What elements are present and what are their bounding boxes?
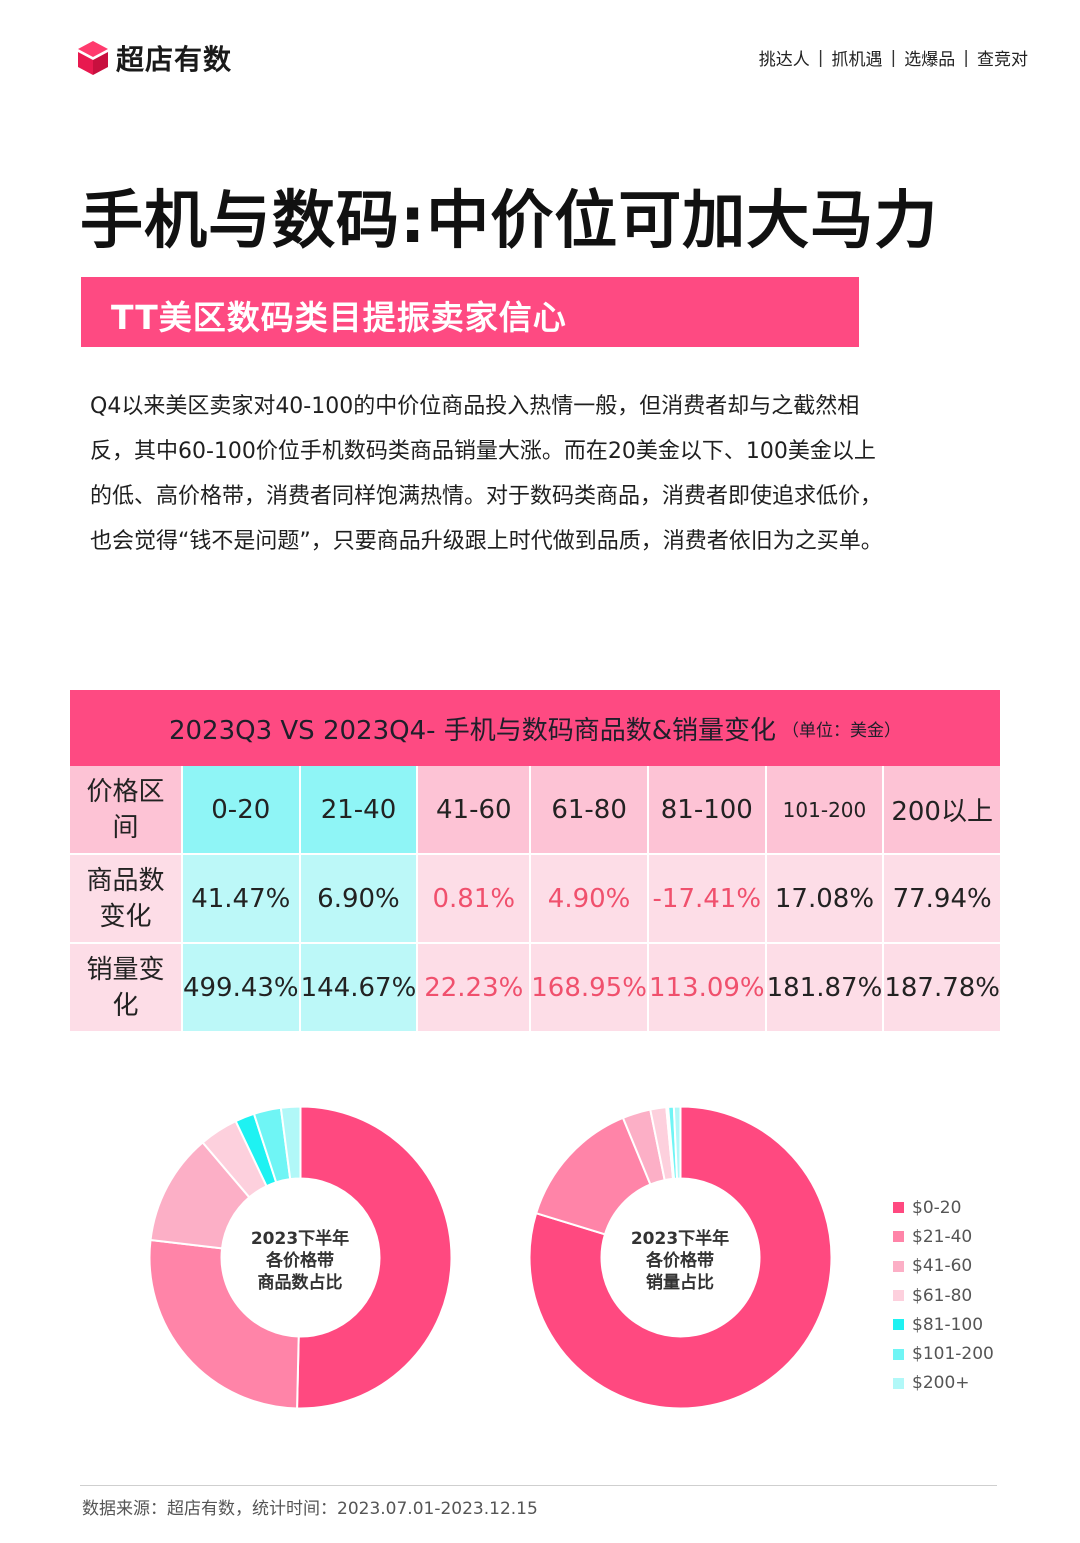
legend-swatch (893, 1290, 904, 1302)
table-header-cell: 200以上 (884, 766, 1000, 853)
donut-center-label-sales: 2023下半年 各价格带 销量占比 (605, 1228, 755, 1294)
nav-divider: | (963, 47, 969, 68)
brand-logo-icon (78, 41, 108, 75)
donut-label-line: 各价格带 (646, 1251, 714, 1271)
page-title: 手机与数码:中价位可加大马力 (80, 184, 939, 257)
table-row-label: 销量变化 (70, 944, 181, 1031)
legend-swatch (893, 1231, 904, 1243)
donut-label-line: 商品数占比 (257, 1273, 343, 1293)
data-source-footer: 数据来源：超店有数，统计时间：2023.07.01-2023.12.15 (82, 1499, 538, 1519)
chart-legend: $0-20 $21-40 $41-60 $61-80 $81-100 $101-… (893, 1193, 994, 1398)
paragraph-line: Q4以来美区卖家对40-100的中价位商品投入热情一般，但消费者却与之截然相 (90, 394, 860, 419)
footer-divider (80, 1485, 997, 1486)
table-title: 2023Q3 VS 2023Q4- 手机与数码商品数&销量变化 (168, 715, 777, 746)
paragraph-line: 的低、高价格带，消费者同样饱满热情。对于数码类商品，消费者即使追求低价， (90, 484, 883, 509)
legend-item: $41-60 (893, 1252, 994, 1281)
nav-item-competitors[interactable]: 查竞对 (977, 50, 1028, 70)
paragraph-line: 也会觉得“钱不是问题”，只要商品升级跟上时代做到品质，消费者依旧为之买单。 (90, 529, 883, 554)
table-cell: 113.09% (648, 944, 765, 1031)
donut-slice (296, 1105, 453, 1410)
top-nav: 挑达人 | 抓机遇 | 选爆品 | 查竞对 (758, 45, 1028, 71)
nav-divider: | (890, 47, 897, 68)
brand-logo[interactable]: 超店有数 (76, 38, 232, 78)
intro-paragraph: Q4以来美区卖家对40-100的中价位商品投入热情一般，但消费者却与之截然相 反… (90, 384, 995, 564)
table-row-label: 价格区间 (70, 766, 181, 853)
table-cell: 144.67% (300, 944, 417, 1031)
legend-label: $101-200 (912, 1344, 994, 1365)
donut-chart-sales (528, 1105, 833, 1410)
donut-slice (528, 1105, 833, 1410)
subtitle-banner: TT美区数码类目提振卖家信心 (81, 277, 859, 347)
legend-swatch (893, 1377, 904, 1389)
legend-label: $61-80 (912, 1285, 973, 1306)
legend-item: $101-200 (893, 1339, 994, 1368)
donut-chart-product-count (148, 1105, 453, 1410)
legend-label: $21-40 (912, 1226, 973, 1247)
comparison-table: 2023Q3 VS 2023Q4- 手机与数码商品数&销量变化 （单位：美金） … (70, 690, 1000, 1031)
nav-item-talent[interactable]: 挑达人 (758, 50, 810, 70)
table-header-cell: 61-80 (531, 766, 647, 853)
table-header-cell: 0-20 (182, 766, 299, 853)
header: 超店有数 挑达人 | 抓机遇 | 选爆品 | 查竞对 (0, 0, 1080, 110)
table-cell: -17.41% (648, 855, 765, 942)
donut-center-label-product-count: 2023下半年 各价格带 商品数占比 (225, 1228, 375, 1294)
table-header-cell: 21-40 (300, 766, 417, 853)
donut-label-line: 2023下半年 (250, 1229, 350, 1249)
subtitle-text: TT美区数码类目提振卖家信心 (111, 298, 567, 337)
legend-label: $41-60 (912, 1256, 973, 1277)
table-cell: 168.95% (531, 944, 647, 1031)
table-row-label: 商品数变化 (70, 855, 181, 942)
table-cell: 181.87% (766, 944, 883, 1031)
donut-label-line: 销量占比 (646, 1273, 714, 1293)
legend-item: $61-80 (893, 1281, 994, 1310)
legend-item: $0-20 (893, 1193, 994, 1222)
nav-divider: | (817, 47, 824, 68)
table-header-cell: 41-60 (418, 766, 530, 853)
table-header-bar: 2023Q3 VS 2023Q4- 手机与数码商品数&销量变化 （单位：美金） (70, 690, 1000, 766)
legend-item: $21-40 (893, 1222, 994, 1251)
table-cell: 41.47% (182, 855, 299, 942)
table-cell: 499.43% (182, 944, 299, 1031)
table-cell: 6.90% (300, 855, 417, 942)
legend-swatch (893, 1348, 904, 1360)
brand-name: 超店有数 (116, 43, 233, 76)
table-grid: 价格区间 0-20 21-40 41-60 61-80 81-100 101-2… (70, 766, 1000, 1031)
legend-label: $0-20 (912, 1197, 962, 1218)
table-cell: 77.94% (884, 855, 1000, 942)
table-unit: （单位：美金） (782, 720, 902, 741)
legend-swatch (893, 1319, 904, 1331)
table-cell: 17.08% (766, 855, 883, 942)
table-header-cell: 81-100 (648, 766, 765, 853)
legend-item: $200+ (893, 1369, 994, 1398)
legend-label: $200+ (912, 1373, 970, 1394)
legend-item: $81-100 (893, 1310, 994, 1339)
table-cell: 187.78% (884, 944, 1000, 1031)
legend-swatch (893, 1202, 904, 1214)
donut-slice (279, 1105, 302, 1181)
legend-swatch (893, 1260, 904, 1272)
table-header-cell: 101-200 (766, 766, 883, 853)
paragraph-line: 反，其中60-100价位手机数码类商品销量大涨。而在20美金以下、100美金以上 (90, 439, 876, 464)
donut-label-line: 2023下半年 (630, 1229, 730, 1249)
table-cell: 0.81% (418, 855, 530, 942)
nav-item-opportunity[interactable]: 抓机遇 (831, 50, 883, 70)
table-cell: 22.23% (418, 944, 530, 1031)
legend-label: $81-100 (912, 1314, 984, 1335)
donut-label-line: 各价格带 (266, 1251, 334, 1271)
nav-item-products[interactable]: 选爆品 (904, 50, 956, 70)
donut-slice (148, 1238, 300, 1410)
table-cell: 4.90% (531, 855, 647, 942)
donut-slice (672, 1105, 682, 1180)
